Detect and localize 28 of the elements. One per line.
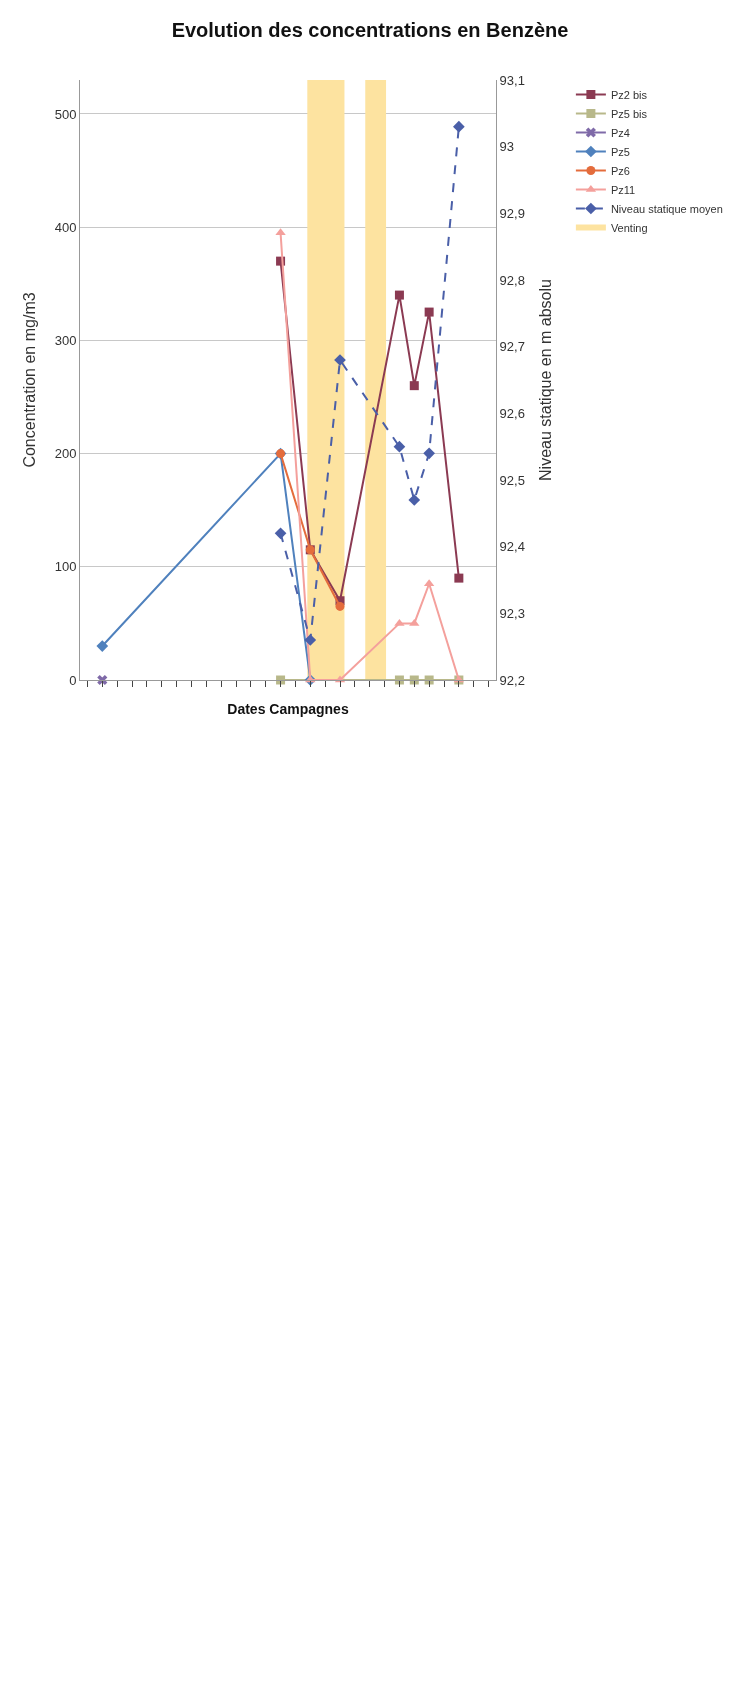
y-tick-label: 100 — [54, 559, 77, 575]
chart-title: Evolution des concentrations en Benzène — [171, 18, 569, 41]
y2-axis-title: Niveau statique en m absolu — [536, 279, 554, 481]
y2-tick-label: 92,2 — [499, 672, 525, 688]
legend-label: Pz5 bis — [610, 107, 648, 120]
legend-label: Pz5 — [610, 145, 630, 158]
y-axis-title: Concentration en mg/m3 — [20, 292, 38, 468]
legend-label: Pz2 bis — [610, 88, 648, 101]
y-tick-label: 500 — [54, 106, 77, 122]
y2-tick-label: 92,6 — [499, 405, 525, 421]
y2-tick-label: 92,3 — [499, 605, 525, 621]
y-tick-label: 300 — [54, 332, 77, 348]
legend-label: Pz4 — [610, 126, 630, 139]
x-axis-title: Dates Campagnes — [227, 700, 349, 717]
y2-tick-label: 92,5 — [499, 472, 525, 488]
y2-tick-label: 92,8 — [499, 272, 525, 288]
y-tick-label: 400 — [54, 219, 77, 235]
legend-label: Niveau statique moyen — [610, 202, 723, 215]
y-tick-label: 0 — [69, 672, 77, 688]
y2-tick-label: 93 — [499, 139, 515, 155]
y2-tick-label: 92,4 — [499, 539, 525, 555]
legend-label: Pz6 — [610, 164, 630, 177]
y2-tick-label: 92,9 — [499, 205, 525, 221]
y2-tick-label: 92,7 — [499, 339, 525, 355]
legend-label: Pz11 — [610, 183, 636, 196]
y2-tick-label: 93,1 — [499, 72, 525, 88]
text: Venting — [610, 221, 648, 234]
y-tick-label: 200 — [54, 446, 77, 462]
